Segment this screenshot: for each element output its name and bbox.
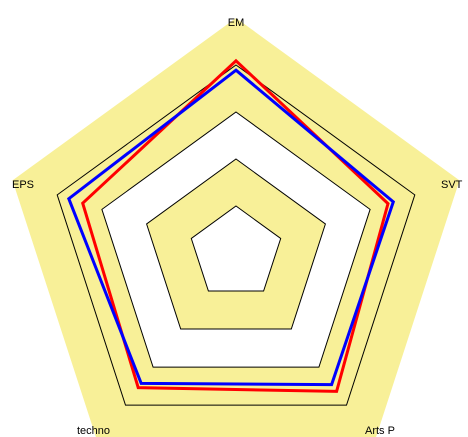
axis-label-arts-p: Arts P: [365, 425, 395, 437]
radar-band-level-1: [190, 205, 282, 292]
axis-label-svt: SVT: [441, 179, 463, 191]
radar-bands: [12, 18, 460, 437]
axis-label-em: EM: [228, 17, 245, 29]
radar-series-2: [66, 68, 396, 387]
axis-label-eps: EPS: [12, 179, 34, 191]
axis-label-techno: techno: [77, 425, 110, 437]
radar-series-1: [80, 58, 390, 393]
radar-axis-labels: EM SVT Arts P techno EPS: [12, 17, 463, 437]
radar-series: [66, 58, 396, 393]
